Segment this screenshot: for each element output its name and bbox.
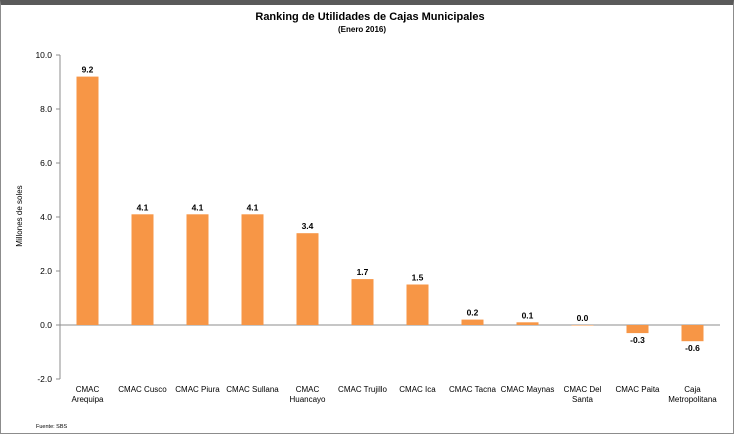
bar xyxy=(76,76,99,325)
bar-value-label: 1.7 xyxy=(357,267,369,277)
bar xyxy=(186,214,209,325)
source-note: Fuente: SBS xyxy=(36,424,68,430)
y-tick-label: 8.0 xyxy=(40,104,52,114)
category-label: CMAC Cusco xyxy=(118,385,167,394)
bar-value-label: -0.3 xyxy=(630,335,645,345)
bar xyxy=(626,325,649,334)
bar-value-label: 3.4 xyxy=(302,221,314,231)
category-label: Arequipa xyxy=(71,395,104,404)
bar-value-label: 4.1 xyxy=(137,202,149,212)
category-label: CMAC xyxy=(296,385,320,394)
bar-value-label: 4.1 xyxy=(247,202,259,212)
category-label: CMAC xyxy=(76,385,100,394)
category-label: CMAC Tacna xyxy=(449,385,497,394)
y-axis-label: Millones de soles xyxy=(15,185,24,246)
category-label: Metropolitana xyxy=(668,395,717,404)
category-label: Huancayo xyxy=(289,395,326,404)
y-tick-label: 2.0 xyxy=(40,266,52,276)
bar xyxy=(241,214,264,325)
y-ticks: 10.0 8.0 6.0 4.0 2.0 0.0 -2.0 xyxy=(35,50,60,384)
category-label: Santa xyxy=(572,395,593,404)
bar xyxy=(571,325,594,326)
bar-value-label: 0.1 xyxy=(522,310,534,320)
category-label: CMAC Paita xyxy=(615,385,660,394)
bar xyxy=(351,279,374,325)
bar xyxy=(516,322,539,325)
bar xyxy=(131,214,154,325)
bar-value-label: -0.6 xyxy=(685,343,700,353)
bar xyxy=(461,319,484,325)
bar-value-label: 0.2 xyxy=(467,308,479,318)
category-label: Caja xyxy=(684,385,701,394)
category-label: CMAC Trujillo xyxy=(338,385,387,394)
bars xyxy=(76,76,704,342)
category-label: CMAC Del xyxy=(564,385,602,394)
category-label: CMAC Ica xyxy=(399,385,436,394)
bar-value-label: 4.1 xyxy=(192,202,204,212)
bar xyxy=(296,233,319,325)
y-tick-label: 0.0 xyxy=(40,320,52,330)
y-tick-label: 4.0 xyxy=(40,212,52,222)
category-label: CMAC Sullana xyxy=(226,385,279,394)
y-tick-label: -2.0 xyxy=(37,374,52,384)
y-tick-label: 10.0 xyxy=(35,50,52,60)
category-label: CMAC Maynas xyxy=(501,385,555,394)
bar xyxy=(406,284,429,325)
y-tick-label: 6.0 xyxy=(40,158,52,168)
bar-value-label: 1.5 xyxy=(412,273,424,283)
category-label: CMAC Piura xyxy=(175,385,220,394)
chart-subtitle: (Enero 2016) xyxy=(338,25,386,34)
bar-value-label: 0.0 xyxy=(577,313,589,323)
bar-value-label: 9.2 xyxy=(82,65,94,75)
bar xyxy=(681,325,704,342)
value-labels: 9.2 4.1 4.1 4.1 3.4 1.7 1.5 0.2 0.1 0.0 -0.3 -0.6 xyxy=(82,65,701,354)
chart-title: Ranking de Utilidades de Cajas Municipal… xyxy=(255,11,484,23)
